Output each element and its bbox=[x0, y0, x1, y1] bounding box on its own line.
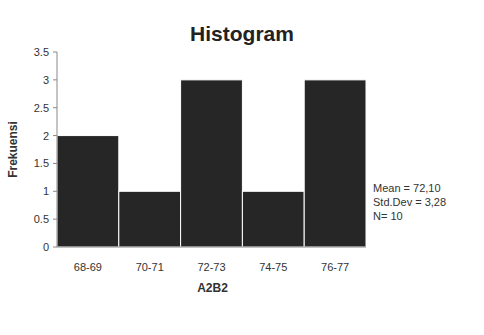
bar bbox=[57, 136, 119, 247]
y-tick bbox=[53, 247, 57, 248]
y-tick-label: 2.5 bbox=[34, 102, 49, 114]
annotation: Mean = 72,10 bbox=[373, 182, 441, 194]
x-tick-label: 74-75 bbox=[259, 261, 287, 273]
y-tick-label: 3.5 bbox=[34, 46, 49, 58]
x-tick-label: 68-69 bbox=[74, 261, 102, 273]
y-tick bbox=[53, 52, 57, 53]
y-tick bbox=[53, 219, 57, 220]
x-axis-label: A2B2 bbox=[197, 281, 228, 295]
x-tick-label: 70-71 bbox=[136, 261, 164, 273]
bars bbox=[57, 80, 366, 247]
chart: Histogram 0 0.5 1 1.5 2 2.5 3 3.5 68-69 70-71 72-73… bbox=[0, 0, 484, 335]
y-tick-label: 0 bbox=[43, 241, 49, 253]
bar bbox=[242, 191, 304, 247]
x-tick-label: 76-77 bbox=[321, 261, 349, 273]
bar bbox=[181, 80, 243, 247]
y-tick-label: 0.5 bbox=[34, 213, 49, 225]
title: Histogram bbox=[190, 22, 294, 45]
x-axis bbox=[57, 247, 366, 248]
y-tick-label: 2 bbox=[43, 130, 49, 142]
annotation: Std.Dev = 3,28 bbox=[373, 196, 446, 208]
bar bbox=[304, 80, 366, 247]
y-tick-label: 3 bbox=[43, 74, 49, 86]
annotation: N= 10 bbox=[373, 210, 403, 222]
y-tick bbox=[53, 107, 57, 108]
y-tick bbox=[53, 191, 57, 192]
x-tick-label: 72-73 bbox=[197, 261, 225, 273]
y-tick-label: 1 bbox=[43, 185, 49, 197]
y-axis bbox=[57, 52, 58, 247]
y-axis-label: Frekuensi bbox=[6, 121, 20, 178]
y-tick-label: 1.5 bbox=[34, 157, 49, 169]
y-tick bbox=[53, 135, 57, 136]
bar bbox=[119, 191, 181, 247]
y-tick bbox=[53, 79, 57, 80]
y-tick bbox=[53, 163, 57, 164]
